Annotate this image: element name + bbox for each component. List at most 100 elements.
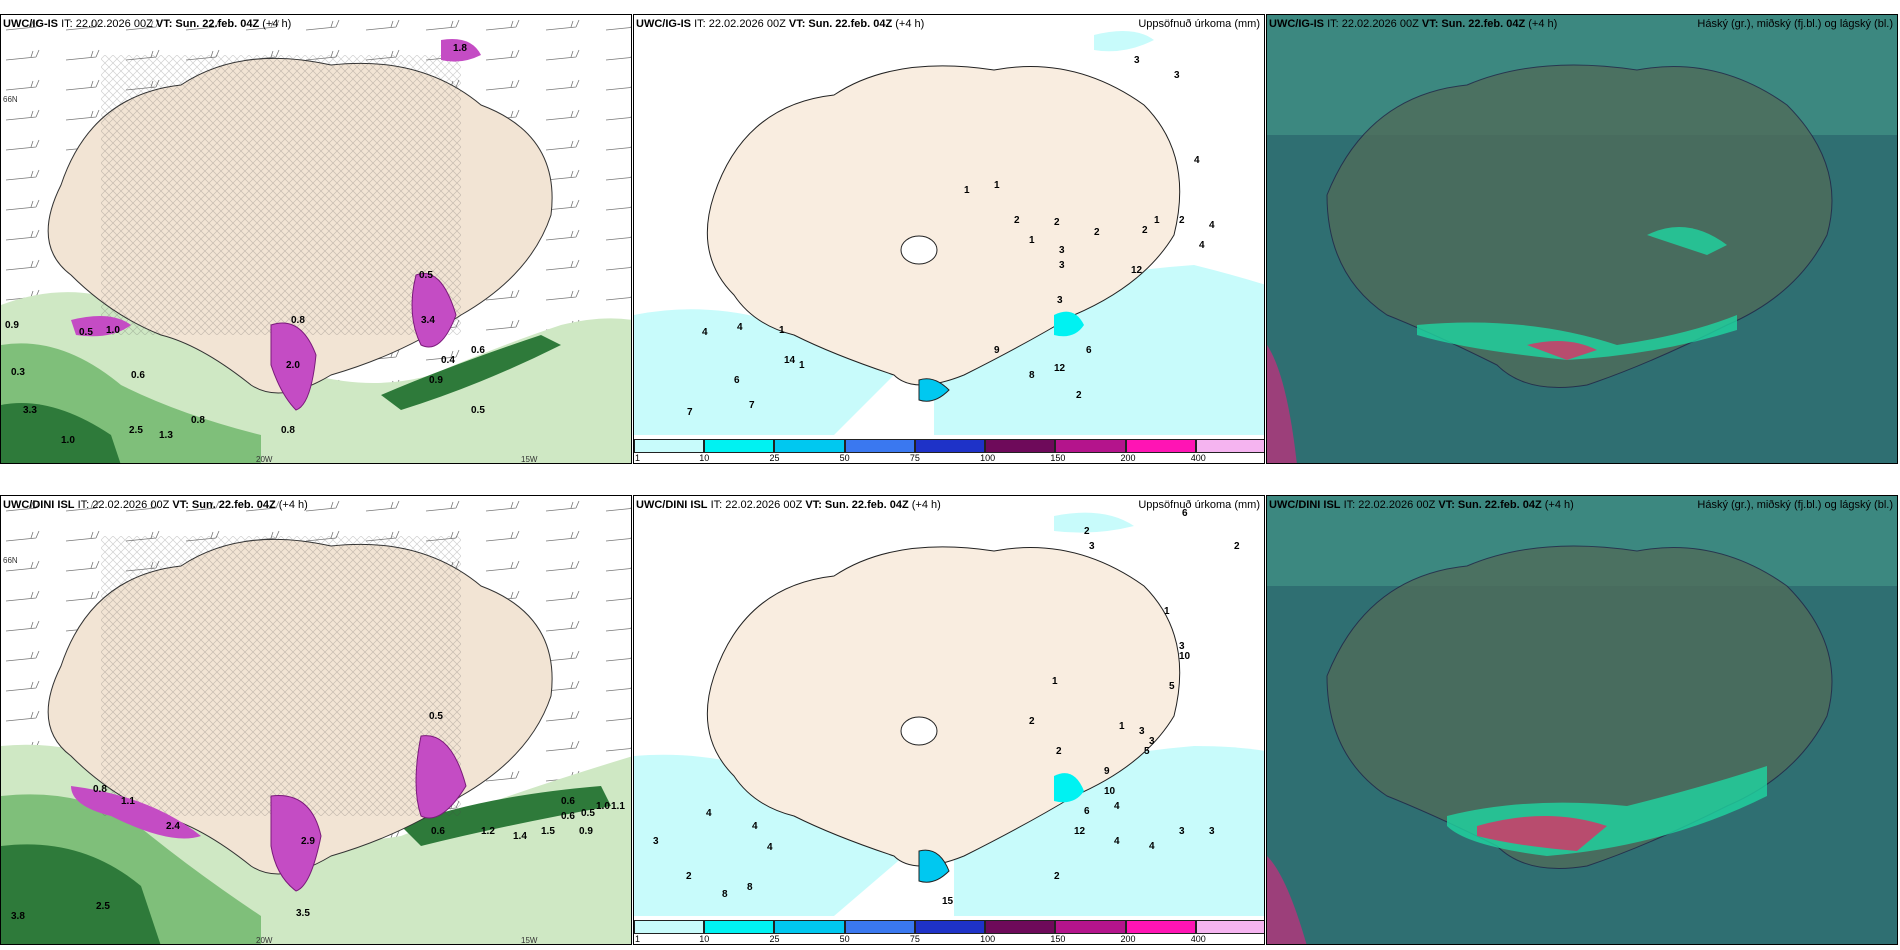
colorbar-tick: 200: [1120, 453, 1136, 463]
map-value-label: 12: [1131, 265, 1143, 276]
colorbar-tick: 100: [980, 453, 996, 463]
lat-label: 66N: [3, 95, 18, 104]
map-value-label: 3.8: [11, 911, 25, 922]
wind-map-top: [1, 15, 631, 463]
map-value-label: 15: [942, 896, 954, 907]
map-value-label: 5: [1144, 746, 1150, 757]
wind-panel-top: UWC/IG-IS IT: 22.02.2026 00Z VT: Sun. 22…: [0, 14, 632, 464]
precip-panel-top: UWC/IG-IS IT: 22.02.2026 00Z VT: Sun. 22…: [633, 14, 1265, 464]
map-value-label: 1: [1119, 721, 1125, 732]
map-value-label: 4: [752, 821, 758, 832]
map-value-label: 3.4: [421, 315, 435, 326]
map-value-label: 1.3: [159, 430, 173, 441]
map-value-label: 2: [1014, 215, 1020, 226]
map-value-label: 4: [1199, 240, 1205, 251]
colorbar-tick: 10: [699, 934, 710, 944]
map-value-label: 3: [1057, 295, 1063, 306]
map-value-label: 9: [1104, 766, 1110, 777]
colorbar-swatch: [704, 439, 775, 453]
colorbar-swatch: [774, 439, 845, 453]
map-value-label: 7: [687, 407, 693, 418]
colorbar-tick: 400: [1190, 934, 1206, 944]
map-value-label: 3: [1179, 641, 1185, 652]
map-value-label: 3.5: [296, 908, 310, 919]
map-value-label: 9: [994, 345, 1000, 356]
panel-subtitle: Háský (gr.), miðský (fj.bl.) og lágský (…: [1697, 18, 1893, 30]
cloud-panel-top: UWC/IG-IS IT: 22.02.2026 00Z VT: Sun. 22…: [1266, 14, 1898, 464]
map-value-label: 1.4: [513, 831, 527, 842]
map-value-label: 2: [686, 871, 692, 882]
precip-map-bottom: [634, 512, 1264, 916]
map-value-label: 1: [799, 360, 805, 371]
colorbar-tick: 200: [1120, 934, 1136, 944]
map-value-label: 4: [1114, 801, 1120, 812]
colorbar-tick: 1: [635, 453, 641, 463]
map-value-label: 4: [702, 327, 708, 338]
map-value-label: 0.5: [419, 270, 433, 281]
map-value-label: 1: [779, 325, 785, 336]
precip-panel-bottom: UWC/DINI ISL IT: 22.02.2026 00Z VT: Sun.…: [633, 495, 1265, 945]
map-value-label: 4: [737, 322, 743, 333]
panel-title: UWC/DINI ISL IT: 22.02.2026 00Z VT: Sun.…: [3, 499, 308, 511]
map-value-label: 1.0: [61, 435, 75, 446]
map-value-label: 2: [1054, 871, 1060, 882]
colorbar-swatch: [774, 920, 845, 934]
map-value-label: 0.5: [581, 808, 595, 819]
colorbar-swatch: [914, 920, 986, 934]
colorbar-swatch: [914, 439, 986, 453]
colorbar-swatch: [844, 920, 915, 934]
map-value-label: 0.4: [441, 355, 455, 366]
map-value-label: 2: [1179, 215, 1185, 226]
map-value-label: 0.8: [93, 784, 107, 795]
map-value-label: 5: [1169, 681, 1175, 692]
map-value-label: 0.8: [291, 315, 305, 326]
colorbar-tick: 50: [839, 934, 850, 944]
panel-subtitle: Háský (gr.), miðský (fj.bl.) og lágský (…: [1697, 499, 1893, 511]
map-value-label: 4: [1194, 155, 1200, 166]
map-value-label: 2.0: [286, 360, 300, 371]
map-value-label: 6: [1182, 508, 1188, 519]
map-value-label: 1: [1052, 676, 1058, 687]
panel-subtitle: Uppsöfnuð úrkoma (mm): [1138, 499, 1260, 511]
map-value-label: 0.8: [191, 415, 205, 426]
colorbar-tick: 10: [699, 453, 710, 463]
map-value-label: 14: [784, 355, 796, 366]
map-value-label: 3.3: [23, 405, 37, 416]
map-value-label: 4: [706, 808, 712, 819]
lon-label: 20W: [256, 455, 273, 464]
colorbar-tick: 75: [909, 453, 920, 463]
map-value-label: 10: [1104, 786, 1116, 797]
map-value-label: 2.5: [96, 901, 110, 912]
map-value-label: 0.6: [431, 826, 445, 837]
map-value-label: 1.2: [481, 826, 495, 837]
map-value-label: 3: [1059, 245, 1065, 256]
map-value-label: 1.0: [106, 325, 120, 336]
map-value-label: 2: [1234, 541, 1240, 552]
map-value-label: 1: [1029, 235, 1035, 246]
map-value-label: 0.6: [471, 345, 485, 356]
cloud-map-bottom: [1267, 496, 1897, 944]
wind-panel-bottom: UWC/DINI ISL IT: 22.02.2026 00Z VT: Sun.…: [0, 495, 632, 945]
map-value-label: 6: [1084, 806, 1090, 817]
map-value-label: 1: [964, 185, 970, 196]
colorbar-swatch: [634, 439, 705, 453]
colorbar-swatch: [1195, 920, 1264, 934]
map-value-label: 4: [1209, 220, 1215, 231]
colorbar-tick: 150: [1050, 453, 1066, 463]
map-value-label: 2.5: [129, 425, 143, 436]
map-value-label: 8: [722, 889, 728, 900]
map-value-label: 0.6: [131, 370, 145, 381]
panel-title: UWC/DINI ISL IT: 22.02.2026 00Z VT: Sun.…: [636, 499, 941, 511]
map-value-label: 2: [1094, 227, 1100, 238]
map-value-label: 7: [749, 400, 755, 411]
precip-colorbar: 1 10 25 50 75 100 150 200 400: [634, 918, 1264, 944]
map-value-label: 3: [1149, 736, 1155, 747]
panel-title: UWC/IG-IS IT: 22.02.2026 00Z VT: Sun. 22…: [1269, 18, 1558, 30]
colorbar-swatch: [985, 439, 1056, 453]
map-value-label: 12: [1074, 826, 1086, 837]
colorbar-tick: 75: [909, 934, 920, 944]
map-value-label: 2.4: [166, 821, 180, 832]
map-value-label: 0.5: [471, 405, 485, 416]
panel-title: UWC/IG-IS IT: 22.02.2026 00Z VT: Sun. 22…: [636, 18, 925, 30]
map-value-label: 3: [653, 836, 659, 847]
